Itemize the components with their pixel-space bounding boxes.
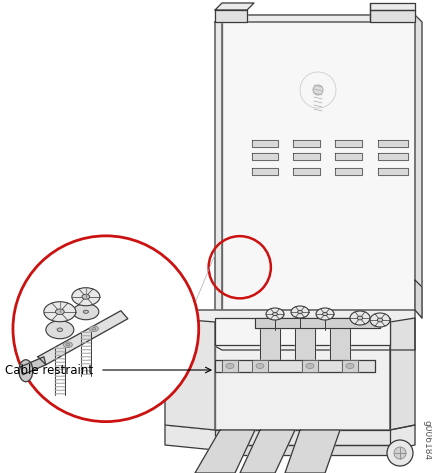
Polygon shape	[215, 445, 390, 455]
Ellipse shape	[256, 363, 264, 368]
Polygon shape	[260, 322, 280, 360]
Polygon shape	[222, 15, 415, 310]
Polygon shape	[335, 153, 362, 160]
Circle shape	[13, 236, 199, 421]
Ellipse shape	[44, 302, 76, 322]
Polygon shape	[370, 10, 415, 22]
Ellipse shape	[46, 321, 74, 339]
Ellipse shape	[273, 312, 277, 315]
Ellipse shape	[316, 308, 334, 320]
Ellipse shape	[89, 326, 98, 332]
Polygon shape	[252, 153, 278, 160]
Text: g006184: g006184	[422, 420, 432, 460]
Polygon shape	[252, 168, 278, 175]
Polygon shape	[330, 322, 350, 360]
Polygon shape	[252, 360, 268, 372]
Polygon shape	[215, 10, 247, 22]
Polygon shape	[215, 15, 222, 318]
Polygon shape	[252, 140, 278, 147]
Ellipse shape	[306, 363, 314, 368]
Ellipse shape	[346, 363, 354, 368]
Polygon shape	[285, 430, 340, 473]
Polygon shape	[215, 430, 390, 445]
Polygon shape	[302, 360, 318, 372]
Polygon shape	[378, 140, 408, 147]
Ellipse shape	[394, 447, 406, 459]
Polygon shape	[378, 168, 408, 175]
Polygon shape	[165, 425, 415, 450]
Polygon shape	[255, 318, 380, 328]
Ellipse shape	[57, 328, 63, 332]
Ellipse shape	[313, 85, 323, 95]
Ellipse shape	[298, 310, 302, 314]
Polygon shape	[415, 280, 422, 318]
Text: Cable restraint: Cable restraint	[5, 363, 93, 377]
Ellipse shape	[73, 304, 99, 320]
Ellipse shape	[72, 288, 100, 306]
Polygon shape	[370, 3, 415, 10]
Ellipse shape	[350, 311, 370, 325]
Ellipse shape	[82, 294, 90, 299]
Polygon shape	[293, 168, 320, 175]
Polygon shape	[165, 318, 215, 430]
Ellipse shape	[92, 327, 96, 330]
Polygon shape	[342, 360, 358, 372]
Ellipse shape	[357, 316, 363, 320]
Polygon shape	[240, 430, 295, 473]
Polygon shape	[378, 153, 408, 160]
Polygon shape	[215, 322, 390, 430]
Polygon shape	[415, 15, 422, 318]
Polygon shape	[293, 153, 320, 160]
Ellipse shape	[55, 309, 64, 315]
Polygon shape	[335, 140, 362, 147]
Ellipse shape	[66, 343, 70, 346]
Polygon shape	[390, 318, 415, 430]
Ellipse shape	[226, 363, 234, 368]
Ellipse shape	[387, 440, 413, 466]
Ellipse shape	[291, 306, 309, 318]
Polygon shape	[195, 430, 255, 473]
Polygon shape	[38, 311, 128, 365]
Ellipse shape	[370, 313, 390, 327]
Polygon shape	[215, 318, 390, 345]
Polygon shape	[165, 310, 415, 350]
Ellipse shape	[266, 308, 284, 320]
Polygon shape	[215, 360, 375, 372]
Ellipse shape	[83, 310, 89, 313]
Polygon shape	[215, 15, 415, 22]
Polygon shape	[215, 3, 254, 10]
Ellipse shape	[323, 312, 327, 315]
Polygon shape	[222, 360, 238, 372]
Ellipse shape	[377, 318, 383, 322]
Polygon shape	[335, 168, 362, 175]
Polygon shape	[295, 322, 315, 360]
Ellipse shape	[19, 360, 33, 382]
Polygon shape	[293, 140, 320, 147]
Polygon shape	[21, 357, 46, 375]
Ellipse shape	[64, 342, 72, 348]
